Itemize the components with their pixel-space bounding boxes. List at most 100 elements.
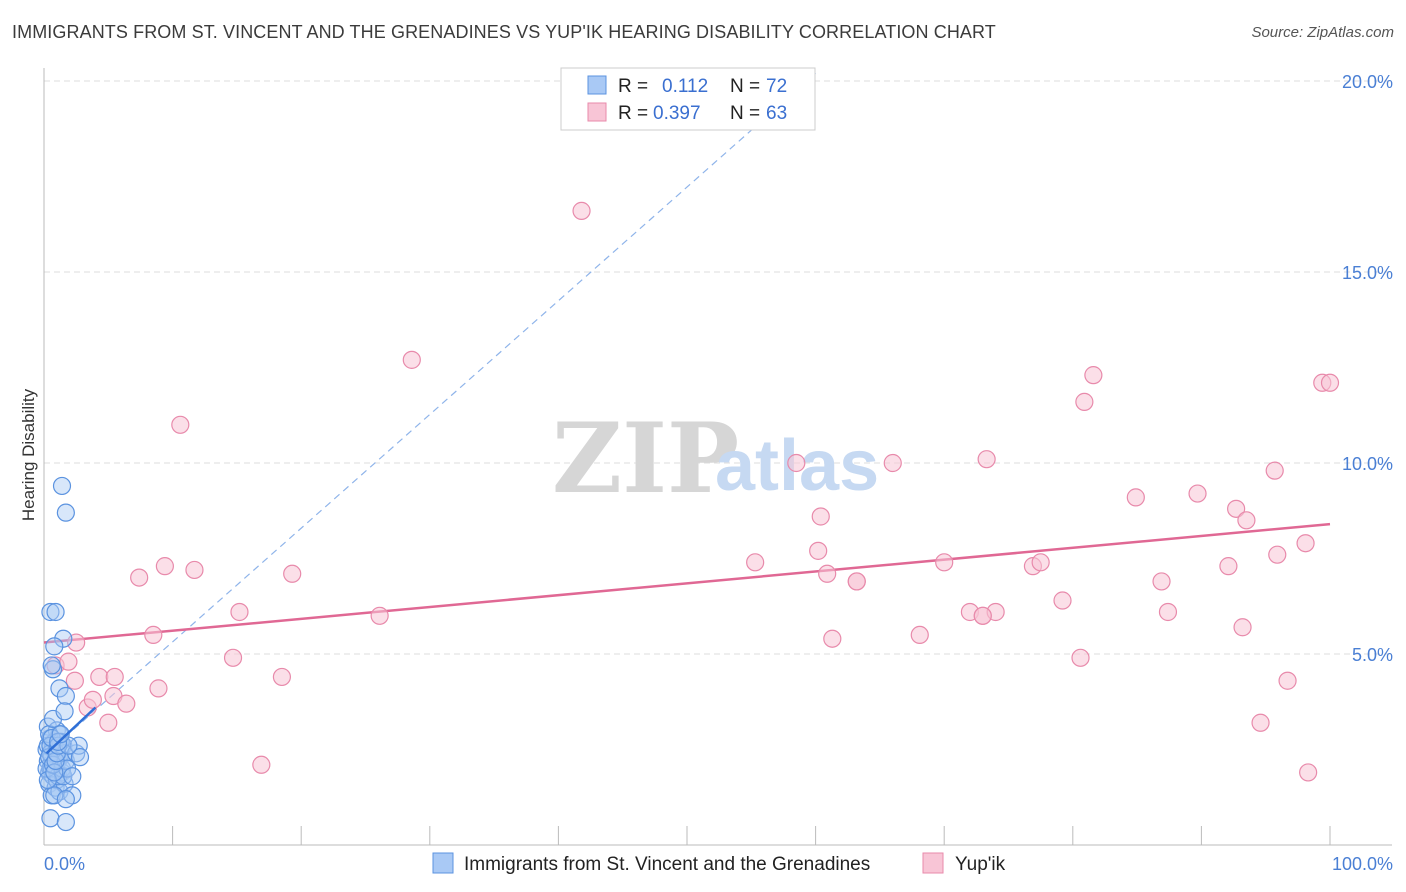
- yupik-point: [1320, 373, 1340, 392]
- yupik-point: [1227, 499, 1246, 518]
- chart-title: IMMIGRANTS FROM ST. VINCENT AND THE GREN…: [12, 22, 996, 42]
- legend-pink-n-label: N =: [730, 103, 760, 124]
- yupik-point: [809, 541, 828, 560]
- series-pink-swatch: [922, 852, 944, 874]
- series-legend: Immigrants from St. Vincent and the Gren…: [432, 852, 1006, 875]
- yupik-point: [1152, 572, 1171, 591]
- yupik-point: [1188, 484, 1207, 503]
- svg-immigrants-points: [37, 476, 97, 832]
- yupik-point: [847, 572, 866, 591]
- yupik-point: [1265, 461, 1284, 480]
- yupik-point: [1296, 534, 1315, 553]
- yupik-point: [370, 606, 389, 625]
- series-pink-label: Yup'ik: [955, 854, 1006, 875]
- yupik-point: [99, 713, 118, 732]
- y-tick-label: 15.0%: [1342, 263, 1393, 283]
- y-tick-label: 10.0%: [1342, 454, 1393, 474]
- svg-immigrant-point: [41, 602, 60, 622]
- yupik-point: [59, 652, 78, 671]
- grid-lines: [44, 80, 1392, 655]
- svg-immigrant-point: [41, 809, 60, 828]
- svg-immigrant-point: [52, 476, 72, 496]
- axes: [43, 68, 1392, 846]
- yupik-point: [818, 564, 837, 583]
- svg-immigrant-point: [55, 702, 74, 721]
- yupik-point: [1268, 545, 1287, 564]
- legend-blue-r-label: R =: [618, 76, 648, 97]
- yupik-point: [83, 690, 102, 709]
- svg-immigrant-point: [56, 503, 75, 522]
- yupik-point: [171, 415, 190, 434]
- y-axis-label: Hearing Disability: [19, 388, 38, 521]
- svg-immigrant-point: [46, 602, 65, 622]
- svg-immigrant-point: [56, 686, 75, 706]
- y-tick-labels: 5.0% 10.0% 15.0% 20.0%: [1342, 72, 1393, 665]
- yupik-point: [1278, 671, 1297, 690]
- y-tick-label: 20.0%: [1342, 72, 1393, 92]
- yupik-point: [1075, 392, 1094, 411]
- yupik-point: [1233, 618, 1252, 637]
- yupik-point: [130, 568, 149, 587]
- yupik-point: [1237, 511, 1256, 530]
- svg-immigrant-point: [45, 637, 64, 656]
- yupik-point: [252, 755, 271, 774]
- svg-immigrant-point: [56, 812, 75, 832]
- yupik-point: [223, 648, 243, 667]
- legend-blue-n-label: N =: [730, 76, 760, 97]
- x-tick-label-min: 0.0%: [44, 854, 85, 874]
- yupik-point: [973, 606, 992, 625]
- yupik-point: [977, 450, 996, 469]
- yupik-point: [910, 625, 929, 645]
- pink-trend-line: [43, 522, 1331, 644]
- watermark-zip: ZIP: [552, 402, 739, 515]
- series-blue-label: Immigrants from St. Vincent and the Gren…: [464, 854, 870, 875]
- yupik-point: [155, 557, 174, 576]
- legend-blue-n-value: 72: [766, 76, 787, 97]
- yupik-point: [117, 694, 136, 713]
- yupik-point: [65, 671, 84, 690]
- legend-blue-r-value: 0.112: [662, 76, 708, 97]
- yupik-point: [787, 453, 806, 473]
- svg-immigrant-point: [42, 656, 61, 675]
- yupik-point: [883, 453, 902, 473]
- svg-immigrant-point: [51, 725, 70, 744]
- source-label: Source: ZipAtlas.com: [1251, 24, 1394, 41]
- yupik-point: [90, 667, 109, 687]
- svg-immigrant-point: [70, 748, 90, 767]
- legend-pink-swatch: [587, 102, 607, 122]
- yupik-point: [105, 667, 124, 687]
- yupik-point: [1299, 763, 1318, 782]
- yupik-point: [1126, 488, 1145, 507]
- x-tick-label-max: 100.0%: [1332, 854, 1393, 874]
- svg-immigrant-point: [63, 767, 82, 786]
- trend-lines: [43, 72, 1331, 754]
- svg-immigrant-point: [56, 790, 75, 809]
- yupik-point: [1251, 713, 1270, 732]
- svg-immigrant-point: [50, 679, 69, 698]
- yupik-point: [811, 507, 830, 526]
- yupik-point: [746, 553, 765, 572]
- yupik-point: [1031, 553, 1050, 572]
- yupik-point: [572, 201, 591, 220]
- blue-trend-line: [45, 706, 97, 755]
- yupik-point: [1158, 602, 1178, 622]
- yupik-point: [1219, 557, 1238, 576]
- yupik-point: [1084, 366, 1103, 385]
- svg-immigrant-point: [45, 786, 64, 805]
- yupik-point: [272, 667, 292, 687]
- yupik-point: [230, 602, 249, 622]
- blue-trend-dashed: [46, 72, 816, 754]
- yupik-point: [402, 350, 421, 369]
- x-tick-labels: 0.0% 100.0%: [44, 854, 1393, 874]
- yupik-point: [283, 564, 302, 583]
- svg-immigrant-point: [46, 751, 65, 771]
- correlation-legend: R = 0.112 N = 72 R = 0.397 N = 63: [560, 67, 816, 131]
- series-blue-swatch: [432, 852, 454, 874]
- yupik-point: [935, 553, 954, 572]
- legend-pink-r-label: R =: [618, 103, 648, 124]
- y-tick-label: 5.0%: [1352, 645, 1393, 665]
- svg-immigrant-point: [49, 736, 68, 755]
- legend-pink-r-value: 0.397: [653, 103, 701, 124]
- yupik-point: [1053, 591, 1072, 610]
